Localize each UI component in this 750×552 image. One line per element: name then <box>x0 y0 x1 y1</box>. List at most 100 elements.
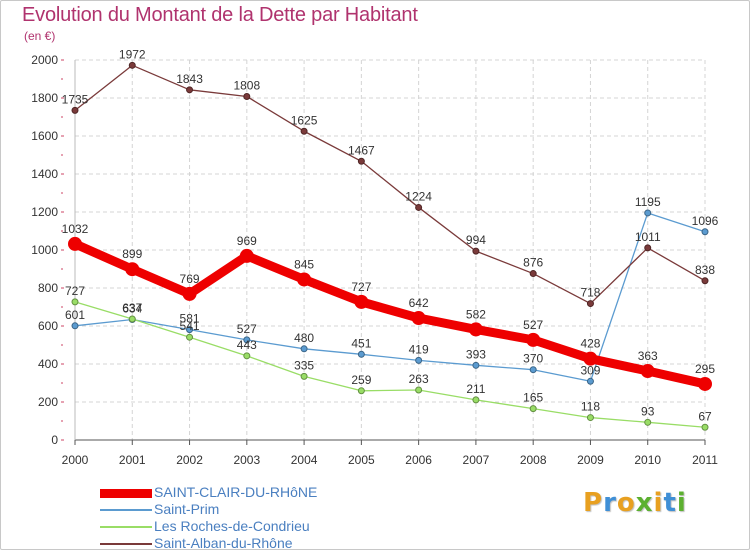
data-label-2: 727 <box>65 284 85 298</box>
x-tick-label: 2011 <box>692 453 718 467</box>
y-tick-label: 800 <box>38 281 58 295</box>
data-point-0 <box>526 332 541 347</box>
axes: 0 200 400 600 800 1000 1200 1400 1600 1800 2000 200… <box>31 53 718 467</box>
data-point-0 <box>68 236 82 251</box>
data-label-3: 1735 <box>62 92 89 106</box>
data-label-0: 969 <box>237 234 257 248</box>
data-label-1: 634 <box>122 302 142 316</box>
x-tick-label: 2000 <box>62 453 89 467</box>
data-label-2: 93 <box>641 404 655 418</box>
data-point-3 <box>586 300 594 308</box>
logo-letter: t <box>663 488 677 518</box>
x-tick-label: 2002 <box>176 453 203 467</box>
data-label-1: 480 <box>294 331 314 345</box>
data-label-1: 601 <box>65 308 85 322</box>
data-label-1: 451 <box>351 336 371 350</box>
legend-swatch <box>100 526 152 528</box>
chart-title: Evolution du Montant de la Dette par Hab… <box>22 4 418 26</box>
data-point-3 <box>357 157 365 165</box>
data-label-2: 211 <box>466 382 485 396</box>
proxiti-logo: Proxiti <box>583 488 687 518</box>
data-point-3 <box>415 203 423 211</box>
chart-subtitle: (en €) <box>24 29 56 43</box>
legend-label: Saint-Prim <box>154 501 220 517</box>
x-tick-label: 2006 <box>405 453 432 467</box>
y-tick-label: 400 <box>38 357 58 371</box>
data-label-1: 581 <box>180 312 200 326</box>
data-point-2 <box>128 315 136 323</box>
data-label-3: 718 <box>580 286 600 300</box>
data-label-3: 994 <box>466 233 486 247</box>
data-point-2 <box>529 405 537 413</box>
data-label-2: 67 <box>698 409 712 423</box>
data-label-2: 263 <box>409 372 429 386</box>
y-tick-label: 1200 <box>31 205 58 219</box>
data-labels: 601 634 581 527 480 451 419 393 370 309 1195 1096 72… <box>62 47 719 423</box>
data-point-1 <box>701 228 709 236</box>
logo-letter: x <box>635 488 654 518</box>
data-label-0: 582 <box>466 307 486 321</box>
data-point-0 <box>125 262 140 277</box>
data-point-0 <box>640 364 655 379</box>
series-line-1 <box>74 212 706 382</box>
y-tick-label: 200 <box>38 395 58 409</box>
data-point-3 <box>243 92 251 100</box>
data-label-0: 428 <box>580 337 600 351</box>
data-point-0 <box>239 248 254 263</box>
y-tick-label: 2000 <box>31 53 58 67</box>
x-tick-label: 2009 <box>577 453 604 467</box>
data-point-0 <box>468 322 483 337</box>
data-point-1 <box>529 366 537 374</box>
data-label-2: 118 <box>581 400 600 414</box>
data-label-1: 393 <box>466 347 486 361</box>
legend-swatch <box>100 509 152 511</box>
data-point-2 <box>71 298 79 306</box>
data-label-0: 727 <box>351 280 371 294</box>
data-point-1 <box>586 377 594 385</box>
data-point-1 <box>357 350 365 358</box>
data-label-2: 637 <box>122 301 142 315</box>
data-point-3 <box>186 86 194 94</box>
data-label-0: 899 <box>122 247 142 261</box>
data-point-1 <box>300 345 308 353</box>
logo-letter: i <box>676 488 687 518</box>
y-tick-label: 1800 <box>31 91 58 105</box>
data-point-3 <box>300 127 308 135</box>
x-tick-label: 2004 <box>291 453 318 467</box>
data-point-0 <box>698 376 712 391</box>
data-point-3 <box>71 106 79 114</box>
data-point-2 <box>472 396 480 404</box>
data-label-2: 443 <box>237 338 257 352</box>
data-point-0 <box>354 294 369 309</box>
data-label-1: 527 <box>237 322 257 336</box>
data-point-0 <box>297 272 312 287</box>
data-point-0 <box>182 286 197 301</box>
series-line-2 <box>74 301 706 428</box>
x-tick-label: 2001 <box>119 453 146 467</box>
data-label-3: 838 <box>695 263 715 277</box>
legend-label: SAINT-CLAIR-DU-RHôNE <box>154 484 318 500</box>
legend-label: Les Roches-de-Condrieu <box>154 518 310 534</box>
y-tick-label: 1400 <box>31 167 58 181</box>
data-point-2 <box>186 333 194 341</box>
x-tick-label: 2008 <box>520 453 547 467</box>
logo-letter: i <box>653 488 664 518</box>
data-label-0: 363 <box>638 349 658 363</box>
data-label-2: 259 <box>351 373 371 387</box>
data-point-1 <box>186 326 194 334</box>
logo-letter: P <box>583 488 604 518</box>
data-point-3 <box>701 277 709 285</box>
y-tick-label: 600 <box>38 319 58 333</box>
data-label-3: 1625 <box>291 113 318 127</box>
data-point-1 <box>71 322 79 330</box>
legend-label: Saint-Alban-du-Rhône <box>154 535 293 551</box>
data-point-3 <box>529 270 537 278</box>
data-point-3 <box>472 247 480 255</box>
data-label-0: 295 <box>695 362 715 376</box>
data-point-1 <box>415 356 423 364</box>
data-label-1: 309 <box>580 363 600 377</box>
x-tick-label: 2003 <box>233 453 260 467</box>
data-label-1: 370 <box>523 352 543 366</box>
data-label-1: 1195 <box>635 195 661 209</box>
